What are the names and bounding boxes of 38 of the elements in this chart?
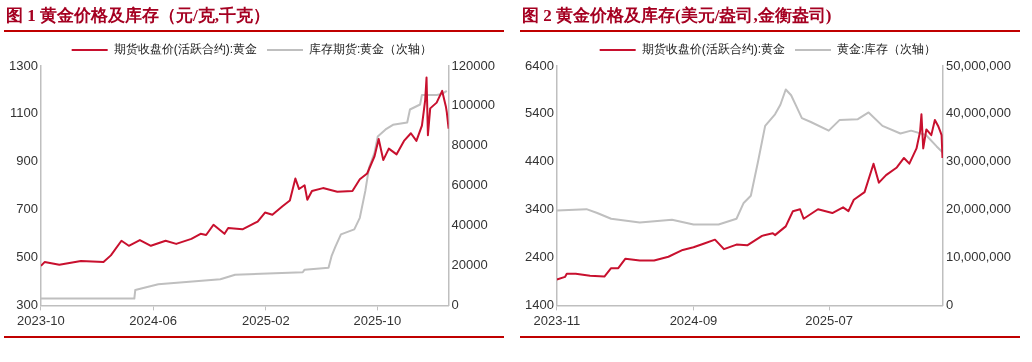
chart-title: 图 1 黄金价格及库存（元/克,千克） <box>4 0 504 32</box>
y2-tick-label: 80000 <box>451 137 488 153</box>
y-tick-label: 300 <box>16 296 38 312</box>
y-tick-label: 1400 <box>525 296 554 312</box>
x-tick-label: 2025-02 <box>242 312 290 328</box>
x-tick-label: 2024-06 <box>129 312 178 328</box>
x-tick-label: 2024-09 <box>669 312 718 328</box>
y-tick-label: 1100 <box>9 105 38 121</box>
y2-tick-label: 10,000,000 <box>945 249 1012 265</box>
y2-tick-label: 40,000,000 <box>945 105 1012 121</box>
y-tick-label: 4400 <box>525 153 554 169</box>
x-tick-label: 2023-10 <box>17 312 65 328</box>
y2-tick-label: 20000 <box>451 257 488 273</box>
y-tick-label: 700 <box>16 201 38 217</box>
y2-tick-label: 20,000,000 <box>945 201 1012 217</box>
y-tick-label: 3400 <box>525 201 554 217</box>
x-tick-label: 2025-10 <box>353 312 402 328</box>
chart-title: 图 2 黄金价格及库存(美元/盎司,金衡盎司) <box>520 0 1020 32</box>
y-tick-label: 900 <box>16 153 38 169</box>
legend-label: 黄金:库存（次轴） <box>837 42 937 57</box>
y2-tick-label: 60000 <box>451 177 488 193</box>
legend-label: 库存期货:黄金（次轴） <box>309 42 433 57</box>
y2-tick-label: 120000 <box>451 57 496 73</box>
x-tick-label: 2023-11 <box>533 312 581 328</box>
y2-tick-label: 0 <box>451 296 459 312</box>
legend-label: 期货收盘价(活跃合约):黄金 <box>641 42 785 57</box>
x-tick-label: 2025-07 <box>805 312 854 328</box>
y-tick-label: 5400 <box>525 105 554 121</box>
y-tick-label: 2400 <box>525 249 554 265</box>
y-tick-label: 1300 <box>9 57 38 73</box>
y2-tick-label: 0 <box>945 296 954 312</box>
y-tick-label: 500 <box>16 249 38 265</box>
y2-tick-label: 50,000,000 <box>945 57 1012 73</box>
y2-tick-label: 30,000,000 <box>945 153 1012 169</box>
legend-label: 期货收盘价(活跃合约):黄金 <box>113 42 257 57</box>
y2-tick-label: 100000 <box>451 97 496 113</box>
y2-tick-label: 40000 <box>451 217 488 233</box>
y-tick-label: 6400 <box>525 57 554 73</box>
